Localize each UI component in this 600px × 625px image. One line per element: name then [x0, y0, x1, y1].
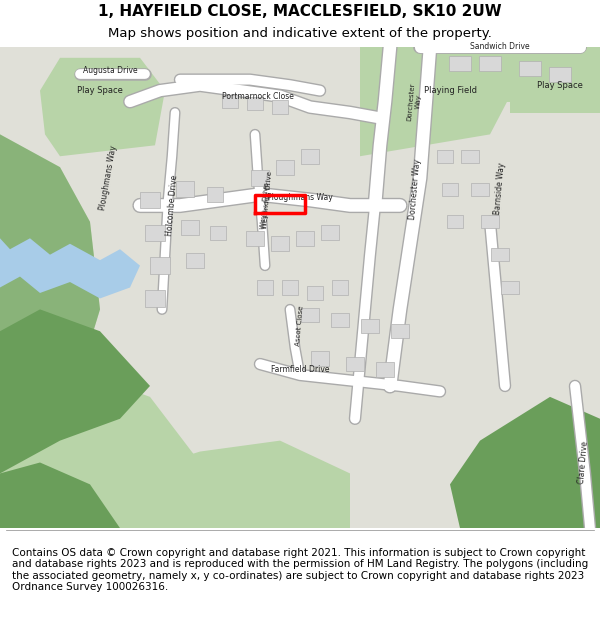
- Polygon shape: [0, 309, 150, 474]
- Polygon shape: [0, 462, 120, 528]
- Polygon shape: [450, 397, 600, 528]
- Bar: [437, 149, 453, 162]
- Polygon shape: [100, 441, 350, 528]
- Text: Contains OS data © Crown copyright and database right 2021. This information is : Contains OS data © Crown copyright and d…: [12, 548, 588, 592]
- Polygon shape: [0, 238, 140, 298]
- Bar: [549, 66, 571, 82]
- Bar: [332, 281, 348, 294]
- Bar: [361, 319, 379, 333]
- Bar: [251, 171, 269, 186]
- Text: Weyo... Drive: Weyo... Drive: [260, 182, 270, 229]
- Bar: [181, 219, 199, 235]
- Text: Playing Field: Playing Field: [424, 86, 476, 95]
- Bar: [150, 258, 170, 274]
- Text: Barnside Way: Barnside Way: [493, 162, 507, 216]
- Bar: [145, 224, 165, 241]
- Text: Ploughmans Way: Ploughmans Way: [267, 193, 333, 202]
- Bar: [276, 159, 294, 175]
- Polygon shape: [0, 364, 200, 528]
- Text: Sandwich Drive: Sandwich Drive: [470, 42, 530, 51]
- Bar: [222, 95, 238, 108]
- Bar: [301, 149, 319, 164]
- Bar: [210, 226, 226, 240]
- Bar: [449, 56, 471, 71]
- Text: Weybridge Drive: Weybridge Drive: [262, 171, 273, 229]
- Bar: [501, 281, 519, 294]
- Bar: [491, 248, 509, 261]
- Bar: [331, 313, 349, 328]
- Text: Holcombe Drive: Holcombe Drive: [165, 174, 179, 236]
- Text: Farmfield Drive: Farmfield Drive: [271, 365, 329, 374]
- Text: Augusta Drive: Augusta Drive: [83, 66, 137, 76]
- Text: Dorchester Way: Dorchester Way: [408, 158, 422, 220]
- Bar: [311, 351, 329, 366]
- Polygon shape: [0, 134, 100, 419]
- Bar: [145, 290, 165, 307]
- Text: Clare Drive: Clare Drive: [577, 441, 589, 484]
- Bar: [257, 281, 273, 294]
- Text: Play Space: Play Space: [537, 81, 583, 89]
- Bar: [346, 357, 364, 371]
- Text: Portmarnock Close: Portmarnock Close: [222, 92, 294, 101]
- Bar: [282, 281, 298, 294]
- Bar: [376, 362, 394, 377]
- Bar: [519, 61, 541, 76]
- Polygon shape: [0, 134, 100, 419]
- Text: Play Space: Play Space: [77, 86, 123, 95]
- Bar: [186, 253, 204, 268]
- Bar: [479, 56, 501, 71]
- Bar: [176, 181, 194, 197]
- Bar: [447, 215, 463, 228]
- Polygon shape: [40, 58, 165, 156]
- Bar: [301, 308, 319, 322]
- Polygon shape: [360, 47, 510, 156]
- Bar: [481, 215, 499, 228]
- Bar: [207, 188, 223, 202]
- Bar: [461, 149, 479, 162]
- Bar: [321, 225, 339, 241]
- Bar: [307, 286, 323, 300]
- Bar: [140, 192, 160, 208]
- Text: Ascot Close: Ascot Close: [295, 306, 305, 346]
- Bar: [272, 101, 288, 114]
- Bar: [271, 236, 289, 251]
- Text: Dorchester
Way: Dorchester Way: [407, 82, 423, 121]
- Bar: [471, 182, 489, 196]
- Text: 1, HAYFIELD CLOSE, MACCLESFIELD, SK10 2UW: 1, HAYFIELD CLOSE, MACCLESFIELD, SK10 2U…: [98, 4, 502, 19]
- Bar: [246, 231, 264, 246]
- Bar: [296, 231, 314, 246]
- Bar: [247, 97, 263, 110]
- Polygon shape: [440, 47, 600, 101]
- Text: Map shows position and indicative extent of the property.: Map shows position and indicative extent…: [108, 28, 492, 40]
- Bar: [442, 182, 458, 196]
- Bar: [391, 324, 409, 338]
- Text: Ploughmans Way: Ploughmans Way: [98, 145, 118, 211]
- Polygon shape: [510, 47, 600, 112]
